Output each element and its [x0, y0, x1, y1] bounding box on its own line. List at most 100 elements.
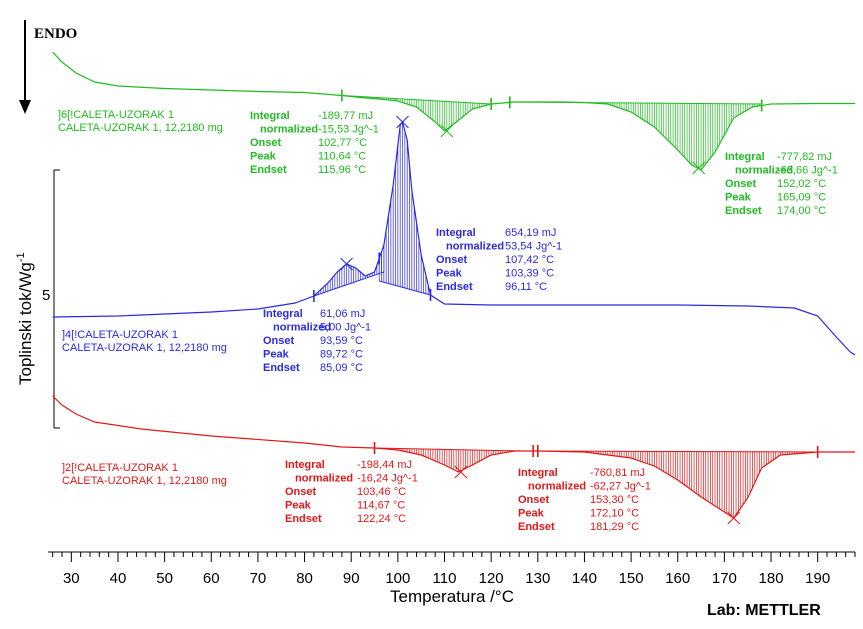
- annotation-endset-key: Endset: [436, 281, 473, 293]
- series-1-label: CALETA-UZORAK 1, 12,2180 mg: [58, 122, 223, 134]
- annotation-integral-value: -189,77 mJ: [318, 110, 373, 122]
- integration-markers: [313, 89, 819, 525]
- annotation-peak-key: Peak: [250, 151, 277, 163]
- annotation-peak-value: 103,39 °C: [505, 268, 554, 280]
- x-tick-label: 70: [250, 570, 267, 587]
- annotation-integral-key: Integral: [263, 308, 303, 320]
- annotation-endset-value: 115,96 °C: [318, 164, 366, 176]
- x-tick-label: 90: [343, 570, 360, 587]
- annotation-peak-value: 165,09 °C: [777, 192, 826, 204]
- annotation-onset-value: 93,59 °C: [320, 335, 363, 347]
- x-tick-label: 50: [156, 570, 173, 587]
- x-tick-label: 120: [479, 570, 504, 587]
- peak-cross: [396, 115, 409, 129]
- annotation-integral-value: 654,19 mJ: [505, 227, 556, 239]
- x-tick-label: 180: [759, 570, 784, 587]
- series-3-label: ]2[!CALETA-UZORAK 1: [62, 462, 178, 474]
- annotation-integral-value: -198,44 mJ: [357, 459, 412, 471]
- peak-hatches: [313, 95, 818, 518]
- annotation-integral-key: Integral: [250, 110, 290, 122]
- peak-cross: [340, 257, 353, 271]
- annotation-normalized-value: -15,53 Jg^-1: [318, 124, 379, 136]
- annotation-endset-value: 181,29 °C: [590, 521, 639, 533]
- x-tick-label: 160: [665, 570, 690, 587]
- annotation-peak-key: Peak: [518, 508, 545, 520]
- peak-cross: [727, 511, 741, 525]
- annotation-endset-key: Endset: [518, 521, 555, 533]
- annotation-onset-value: 152,02 °C: [777, 178, 826, 190]
- annotation-endset-value: 174,00 °C: [777, 205, 826, 217]
- annotation-normalized-value: -62,27 Jg^-1: [590, 481, 651, 493]
- annotation-integral-value: 61,06 mJ: [320, 308, 365, 320]
- annotation-peak-key: Peak: [436, 268, 463, 280]
- x-tick-label: 150: [619, 570, 644, 587]
- x-tick-label: 110: [433, 570, 457, 587]
- annotation-normalized-key: normalized: [295, 473, 353, 485]
- series-2-label: CALETA-UZORAK 1, 12,2180 mg: [62, 342, 227, 354]
- annotation-onset-value: 107,42 °C: [505, 254, 554, 266]
- peak-cross: [454, 465, 468, 479]
- endo-label: ENDO: [34, 26, 77, 42]
- series-2-label: ]4[!CALETA-UZORAK 1: [62, 329, 178, 341]
- x-tick-label: 60: [203, 570, 220, 587]
- annotation-peak-key: Peak: [725, 192, 752, 204]
- annotation-endset-key: Endset: [285, 513, 322, 525]
- x-tick-label: 140: [572, 570, 597, 587]
- x-tick-label: 130: [525, 570, 550, 587]
- annotation-onset-key: Onset: [725, 178, 757, 190]
- annotation-integral-key: Integral: [285, 459, 325, 471]
- annotation-peak-value: 114,67 °C: [357, 500, 405, 512]
- annotation-onset-value: 153,30 °C: [590, 494, 639, 506]
- y-axis-label: Toplinski tok/Wg-1: [15, 252, 35, 385]
- annotation-normalized-key: normalized: [735, 165, 793, 177]
- annotation-onset-key: Onset: [285, 486, 317, 498]
- annotation-normalized-value: -16,24 Jg^-1: [357, 473, 418, 485]
- x-tick-label: 190: [805, 570, 830, 587]
- annotation-normalized-value: 5,00 Jg^-1: [320, 322, 371, 334]
- annotation-onset-key: Onset: [518, 494, 550, 506]
- annotation-endset-value: 96,11 °C: [505, 281, 547, 293]
- x-tick-label: 170: [712, 570, 737, 587]
- annotation-endset-key: Endset: [725, 205, 762, 217]
- peak-hatch: [341, 95, 492, 131]
- annotation-normalized-key: normalized: [260, 124, 318, 136]
- annotation-endset-key: Endset: [250, 164, 287, 176]
- series-3-line: [52, 395, 855, 519]
- annotation-normalized-key: normalized: [528, 481, 586, 493]
- annotation-onset-value: 102,77 °C: [318, 137, 367, 149]
- series-3-label: CALETA-UZORAK 1, 12,2180 mg: [62, 475, 227, 487]
- x-tick-label: 40: [110, 570, 127, 587]
- annotation-peak-key: Peak: [285, 500, 312, 512]
- peak-hatch: [313, 245, 385, 297]
- peak-hatch: [378, 122, 431, 296]
- annotation-peak-key: Peak: [263, 349, 290, 361]
- annotation-endset-value: 85,09 °C: [320, 362, 363, 374]
- x-tick-label: 30: [63, 570, 80, 587]
- annotation-peak-value: 172,10 °C: [590, 508, 639, 520]
- series-1-line: [52, 51, 855, 171]
- annotation-onset-key: Onset: [436, 254, 468, 266]
- annotation-onset-key: Onset: [250, 137, 282, 149]
- x-tick-label: 80: [296, 570, 313, 587]
- x-axis: 30 40 50 60 70 80 90 100 110 120 130 140 150 160 170 18…: [48, 551, 856, 587]
- lab-label: Lab: METTLER: [707, 602, 821, 619]
- annotation-peak-value: 89,72 °C: [320, 349, 363, 361]
- annotation-endset-value: 122,24 °C: [357, 513, 406, 525]
- endo-arrow: [19, 20, 31, 114]
- y-tick-label: 5: [42, 287, 50, 304]
- annotation-integral-key: Integral: [518, 467, 558, 479]
- annotation-onset-value: 103,46 °C: [357, 486, 406, 498]
- y-axis: [53, 169, 60, 429]
- x-tick-label: 100: [385, 570, 410, 587]
- peak-cross: [440, 124, 454, 138]
- annotation-endset-key: Endset: [263, 362, 300, 374]
- annotation-onset-key: Onset: [263, 335, 295, 347]
- annotation-normalized-key: normalized: [446, 241, 504, 253]
- peak-cross: [692, 161, 706, 175]
- annotation-normalized-key: normalized: [273, 322, 331, 334]
- annotation-integral-value: -777,82 mJ: [777, 151, 832, 163]
- x-axis-label: Temperatura /°C: [390, 587, 514, 606]
- annotation-normalized-value: -63,66 Jg^-1: [777, 165, 838, 177]
